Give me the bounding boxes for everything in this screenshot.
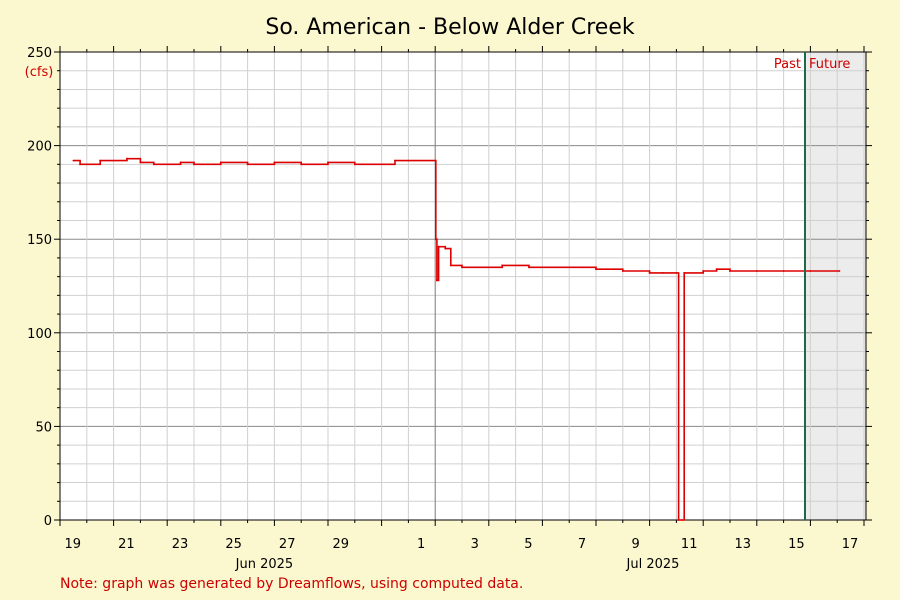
- flow-data-point: [246, 163, 249, 166]
- chart-title: So. American - Below Alder Creek: [265, 15, 635, 40]
- x-tick-label: 9: [631, 537, 639, 552]
- flow-data-point: [648, 272, 651, 274]
- flow-data-point: [219, 161, 222, 164]
- x-tick-label: 11: [681, 537, 698, 552]
- future-label: Future: [809, 57, 850, 72]
- flow-data-point: [449, 264, 452, 267]
- flow-data-point: [461, 266, 463, 269]
- month-label: Jun 2025: [235, 557, 294, 572]
- flow-data-point: [838, 270, 841, 272]
- flow-data-point: [327, 161, 329, 164]
- flow-data-point: [729, 270, 731, 272]
- future-shade: [805, 52, 866, 520]
- flow-data-point: [72, 159, 75, 162]
- flow-data-point: [436, 279, 438, 282]
- flow-data-point: [702, 270, 705, 272]
- flow-data-point: [353, 163, 356, 166]
- flow-data-point: [434, 159, 437, 162]
- flow-data-point: [681, 519, 683, 521]
- x-tick-label: 15: [788, 537, 805, 552]
- x-tick-label: 5: [524, 537, 532, 552]
- markers: Past Future: [774, 52, 850, 520]
- y-tick-label: 50: [35, 420, 52, 435]
- x-tick-label: 13: [735, 537, 752, 552]
- flow-data-point: [581, 266, 584, 269]
- flow-data-point: [139, 161, 142, 164]
- plot-frame: [59, 51, 867, 521]
- flow-data-point: [677, 519, 680, 521]
- x-tick-label: 23: [172, 537, 189, 552]
- x-tick-label: 17: [842, 537, 859, 552]
- x-tick-label: 29: [333, 537, 350, 552]
- flow-data-point: [782, 270, 785, 272]
- x-tick-label: 19: [65, 537, 82, 552]
- past-label: Past: [774, 57, 801, 72]
- flow-data-point: [662, 272, 664, 274]
- series-layer: [72, 157, 841, 521]
- y-tick-label: 150: [27, 233, 52, 248]
- flow-data-point: [675, 272, 678, 274]
- flow-data-point: [434, 238, 437, 241]
- y-tick-labels: 0 50 100 150 200 250: [27, 46, 52, 529]
- flow-data-point: [755, 270, 758, 272]
- data-source-note: Note: graph was generated by Dreamflows,…: [60, 576, 524, 592]
- tick-marks: [54, 46, 872, 526]
- x-tick-label: 3: [471, 537, 479, 552]
- flow-data-point: [683, 272, 686, 274]
- flow-data-point: [528, 266, 530, 269]
- x-tick-label: 21: [118, 537, 135, 552]
- flow-data-point: [595, 268, 597, 271]
- flow-data-point: [437, 245, 440, 248]
- x-tick-label: 25: [225, 537, 242, 552]
- month-label: Jul 2025: [626, 557, 680, 572]
- x-tick-label: 7: [578, 537, 586, 552]
- flow-data-point: [444, 247, 447, 250]
- plot-background: [60, 52, 805, 520]
- flow-data-point: [152, 163, 155, 166]
- flow-data-point: [394, 159, 396, 162]
- flow-data-point: [715, 268, 718, 271]
- y-tick-label: 200: [27, 140, 52, 155]
- y-tick-label: 0: [44, 514, 52, 529]
- y-tick-label: 250: [27, 46, 52, 61]
- flow-data-point: [79, 163, 81, 166]
- y-axis-unit: (cfs): [25, 65, 54, 80]
- flow-data-point: [300, 163, 303, 166]
- flow-data-point: [501, 264, 504, 267]
- grid: [59, 51, 867, 521]
- flow-data-point: [621, 270, 624, 272]
- flow-series-line: [73, 157, 840, 521]
- flow-data-point: [809, 270, 812, 272]
- flow-data-point: [193, 163, 195, 166]
- flow-data-point: [126, 157, 128, 160]
- flow-data-point: [99, 159, 102, 162]
- x-tick-label: 1: [417, 537, 425, 552]
- y-tick-label: 100: [27, 327, 52, 342]
- x-tick-label: 27: [279, 537, 296, 552]
- flow-data-point: [179, 161, 182, 164]
- flow-data-point: [273, 161, 276, 164]
- future-zone: [60, 52, 866, 520]
